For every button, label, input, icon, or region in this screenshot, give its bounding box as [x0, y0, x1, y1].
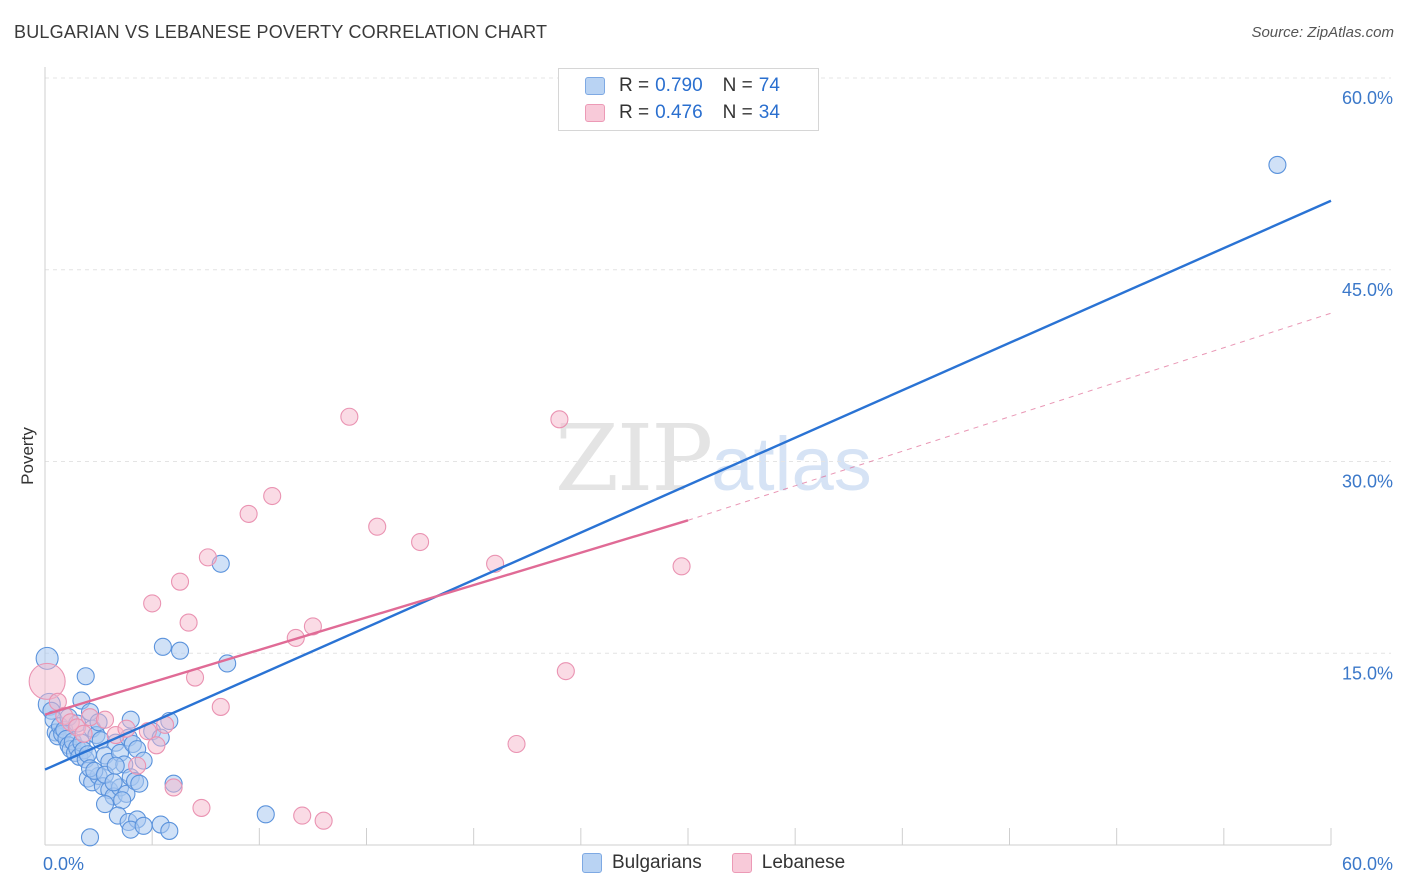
- point-bulgarians: [104, 773, 123, 792]
- point-lebanese: [170, 572, 190, 591]
- point-bulgarians: [80, 828, 100, 847]
- point-lebanese: [74, 724, 93, 743]
- legend-item-lebanese: Lebanese: [731, 852, 846, 874]
- point-lebanese: [147, 736, 166, 755]
- legend-n-value: 74: [758, 75, 780, 96]
- watermark-zip: ZIP: [555, 405, 713, 512]
- point-lebanese: [550, 410, 569, 429]
- tick-labels: 15.0% 30.0% 45.0% 60.0% 0.0% 60.0%: [43, 88, 1393, 874]
- legend-swatch-blue: [582, 853, 602, 873]
- chart-title: BULGARIAN VS LEBANESE POVERTY CORRELATIO…: [14, 22, 548, 42]
- point-bulgarians: [170, 641, 190, 660]
- point-bulgarians: [95, 795, 115, 814]
- y-tick-label: 60.0%: [1342, 88, 1393, 108]
- point-lebanese: [368, 517, 387, 536]
- point-lebanese: [128, 756, 147, 775]
- legend-r-value: 0.476: [655, 102, 703, 123]
- legend-label-bulgarians: Bulgarians: [612, 852, 702, 873]
- point-lebanese: [340, 407, 359, 426]
- bulgarians-points: [35, 155, 1287, 847]
- point-bulgarians: [256, 805, 275, 824]
- point-lebanese: [411, 532, 430, 552]
- point-lebanese: [192, 798, 211, 817]
- legend-swatch-pink: [731, 853, 752, 873]
- legend-r-label: R =: [619, 102, 650, 123]
- point-bulgarians: [134, 816, 153, 835]
- legend-r-label: R =: [619, 75, 650, 96]
- trend-line-lebanese: [44, 519, 689, 716]
- legend-r-value: 0.790: [655, 75, 703, 96]
- point-bulgarians: [1268, 155, 1287, 174]
- point-lebanese: [263, 486, 282, 506]
- x-tick-label-max: 60.0%: [1342, 854, 1393, 874]
- y-axis-label: Poverty: [18, 427, 37, 485]
- point-bulgarians: [113, 791, 132, 810]
- point-lebanese: [143, 594, 162, 613]
- trend-line-bulgarians: [44, 199, 1332, 771]
- legend-n-value: 34: [758, 102, 780, 123]
- x-tick-label-min: 0.0%: [43, 854, 84, 874]
- axes: [44, 67, 1332, 846]
- point-lebanese: [211, 697, 230, 716]
- trend-lines: [44, 199, 1332, 771]
- point-lebanese: [556, 662, 575, 681]
- legend-label-lebanese: Lebanese: [761, 852, 846, 873]
- trend-line-lebanese-extension: [687, 312, 1332, 521]
- point-lebanese: [179, 613, 198, 632]
- series-legend: Bulgarians Lebanese: [582, 852, 875, 874]
- legend-item-bulgarians: Bulgarians: [582, 852, 702, 874]
- point-bulgarians: [106, 756, 125, 775]
- y-tick-label: 30.0%: [1342, 472, 1393, 492]
- point-lebanese: [314, 811, 333, 830]
- legend-row-lebanese: R = 0.476 N = 34: [585, 100, 780, 126]
- y-tick-label: 45.0%: [1342, 280, 1393, 300]
- legend-n-label: N =: [722, 102, 753, 123]
- point-bulgarians: [153, 637, 172, 656]
- point-lebanese: [303, 617, 322, 636]
- legend-swatch-blue: [585, 77, 605, 95]
- point-lebanese: [672, 557, 691, 576]
- point-lebanese: [239, 504, 258, 523]
- point-lebanese: [80, 708, 100, 727]
- point-bulgarians: [160, 821, 179, 840]
- stats-legend: R = 0.790 N = 74 R = 0.476 N = 34: [558, 68, 819, 131]
- legend-n-label: N =: [722, 75, 753, 96]
- source-label: Source: ZipAtlas.com: [1251, 24, 1394, 41]
- watermark: ZIPatlas: [555, 405, 872, 512]
- point-bulgarians: [130, 774, 149, 793]
- point-lebanese: [95, 710, 115, 729]
- point-lebanese: [293, 806, 312, 825]
- legend-swatch-pink: [585, 104, 605, 122]
- point-bulgarians: [76, 667, 95, 686]
- y-tick-label: 15.0%: [1342, 663, 1393, 683]
- point-lebanese: [28, 662, 66, 700]
- point-lebanese: [198, 548, 217, 567]
- lebanese-points: [28, 407, 691, 830]
- point-lebanese: [507, 734, 526, 754]
- point-lebanese: [164, 778, 183, 797]
- watermark-atlas: atlas: [711, 422, 872, 507]
- legend-row-bulgarians: R = 0.790 N = 74: [585, 73, 780, 99]
- gridlines: [45, 77, 1391, 654]
